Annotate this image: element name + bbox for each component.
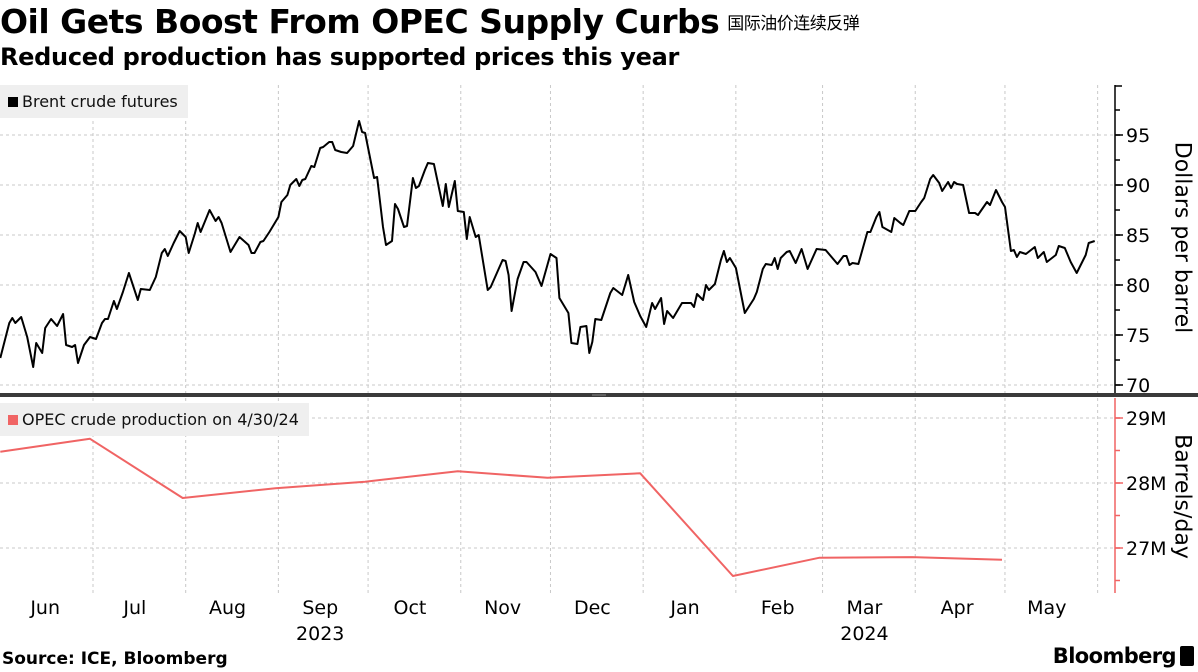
legend-brent: Brent crude futures [0,85,188,118]
legend-label-brent: Brent crude futures [22,92,178,111]
y-tick-label: 90 [1126,175,1150,197]
x-tick-label-month: Sep [302,597,338,619]
y-tick-label: 85 [1126,225,1150,247]
x-tick-label-year: 2024 [840,623,888,645]
y-tick-label: 75 [1126,325,1150,347]
x-tick-label-month: Apr [941,597,974,619]
bloomberg-logo: Bloomberg [1053,644,1194,668]
x-tick-label-month: Jan [669,597,699,619]
legend-swatch-opec [8,415,18,425]
x-tick-label-month: Nov [484,597,521,619]
legend-opec: OPEC crude production on 4/30/24 [0,403,309,436]
x-tick-label-month: Jun [29,597,60,619]
y-tick-label: 80 [1126,275,1150,297]
bloomberg-terminal-icon [1180,646,1194,666]
axes [0,85,1198,593]
x-tick-label-month: Jul [122,597,146,619]
title-text: Oil Gets Boost From OPEC Supply Curbs [0,2,720,41]
y-axis-title-top: Dollars per barrel [1169,141,1195,334]
y-tick-label: 28M [1126,473,1167,495]
brent-price-line [0,120,1096,368]
y-tick-label: 27M [1126,538,1167,560]
x-tick-label-month: Oct [394,597,427,619]
x-tick-label-month: Feb [761,597,795,619]
x-tick-label-month: Aug [209,597,246,619]
y-tick-label: 70 [1126,375,1150,397]
legend-swatch-brent [8,97,18,107]
x-tick-label-month: Dec [574,597,611,619]
y-tick-label: 95 [1126,125,1150,147]
opec-production-line [0,437,1003,577]
legend-label-opec: OPEC crude production on 4/30/24 [22,410,299,429]
gridlines [0,85,1115,593]
y-tick-label: 29M [1126,408,1167,430]
tick-labels: 70 75 80 85 90 95 27M 28M 29M Jun Jul Aug Sep Oct Nov D… [29,125,1166,645]
x-tick-label-month: May [1027,597,1066,619]
y-axis-title-bottom: Barrels/day [1169,434,1195,559]
source-note: Source: ICE, Bloomberg [2,649,228,669]
logo-text: Bloomberg [1052,644,1177,668]
x-tick-label-year: 2023 [296,623,344,645]
x-tick-label-month: Mar [846,597,882,619]
series-lines [0,120,1096,577]
chart-title: Oil Gets Boost From OPEC Supply Curbs 国际油… [0,2,860,41]
title-chinese: 国际油价连续反弹 [727,14,860,34]
chart-subtitle: Reduced production has supported prices … [0,43,680,71]
